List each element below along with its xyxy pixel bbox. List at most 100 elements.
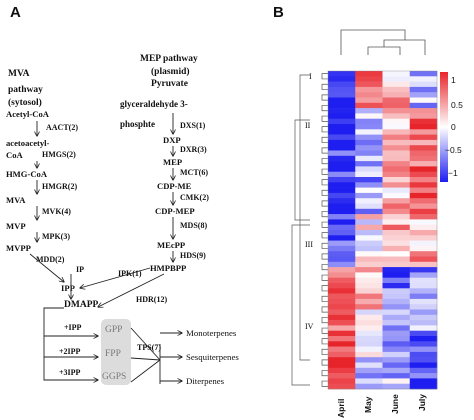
heatmap-cell [409, 76, 438, 82]
tps-bracket-mid [130, 357, 161, 361]
row-dendro-branch [291, 224, 310, 386]
heatmap-cell [355, 261, 383, 268]
product-sesquiterpenes: Sesquiterpenes [186, 352, 239, 362]
heatmap-cell [409, 192, 438, 199]
heatmap-cell [409, 71, 438, 77]
product-diterpenes: Diterpenes [186, 376, 225, 386]
addition-3ipp: +3IPP [59, 368, 81, 377]
heatmap-cell [355, 214, 383, 220]
heatmap-cell [409, 240, 438, 247]
heatmap-cell [382, 277, 411, 284]
heatmap-cell [409, 171, 438, 178]
heatmap-cell [409, 245, 438, 252]
row-dendro-branch [321, 221, 328, 228]
heatmap-cell [409, 378, 438, 384]
heatmap-cell [382, 346, 411, 353]
mva-title: MVA [8, 69, 30, 79]
heatmap-cell [328, 86, 356, 93]
heatmap-cell [409, 351, 438, 358]
colorbar-tick-neg-0-5: −0.5 [445, 145, 462, 155]
heatmap-cell [382, 76, 411, 82]
heatmap-cell [409, 81, 438, 88]
cluster-label-ii: II [305, 121, 311, 130]
heatmap-cell [328, 367, 356, 374]
heatmap-cell [328, 230, 356, 236]
heatmap-cell [409, 166, 438, 172]
heatmap-cell [355, 351, 383, 358]
mva-step-dmapp: DMAPP [64, 300, 99, 310]
heatmap-cell [328, 267, 356, 273]
row-dendro-branch [294, 119, 310, 221]
heatmap-cell [382, 245, 411, 252]
row-dendro-branch [321, 317, 328, 324]
heatmap-cell [409, 92, 438, 98]
mep-step-hmpbpp: HMPBPP [150, 263, 187, 273]
heatmap-cell [409, 118, 438, 125]
enzyme-hds: HDS(9) [180, 251, 206, 260]
heatmap-cell [355, 86, 383, 93]
heatmap-cell [355, 367, 383, 374]
heatmap-cell [355, 124, 383, 130]
heatmap-cells [328, 71, 438, 390]
cluster-label-iv: IV [305, 322, 314, 331]
arrow-hmpbpp-to-ipp [80, 267, 151, 288]
heatmap-cell [355, 171, 383, 178]
heatmap-cell [409, 219, 438, 225]
heatmap-cell [355, 314, 383, 321]
column-label-june: June [390, 394, 400, 414]
heatmap-cell [382, 198, 411, 204]
heatmap-cell [382, 251, 411, 257]
row-dendro-branch [321, 179, 328, 186]
heatmap-cell [355, 81, 383, 88]
heatmap-cell [355, 118, 383, 125]
heatmap-cell [328, 150, 356, 157]
mva-step-mvpp: MVPP [6, 243, 31, 253]
heatmap-cell [409, 208, 438, 215]
heatmap-cell [382, 97, 411, 104]
row-dendro-branch [321, 83, 328, 90]
heatmap-cell [382, 155, 411, 162]
row-dendro-branch [321, 242, 328, 249]
heatmap-cell [409, 161, 438, 167]
heatmap-cell [355, 272, 383, 278]
heatmap-cell [409, 383, 438, 390]
heatmap-cell [382, 336, 411, 342]
heatmap-cell [382, 118, 411, 125]
heatmap-cell [355, 288, 383, 294]
heatmap-cell [355, 139, 383, 146]
heatmap-cell [355, 256, 383, 263]
enzyme-dxr: DXR(3) [180, 145, 207, 154]
heatmap-cell [409, 267, 438, 273]
heatmap-cell [328, 171, 356, 178]
heatmap-cell [382, 293, 411, 300]
heatmap-cell [328, 81, 356, 88]
heatmap-cell [409, 86, 438, 93]
heatmap-cell [328, 198, 356, 204]
row-dendro-branch [321, 359, 328, 366]
mva-step-acetyl-coa: Acetyl-CoA [6, 109, 49, 119]
heatmap-cell [382, 320, 411, 326]
heatmap-cell [355, 192, 383, 199]
heatmap-cell [409, 214, 438, 220]
heatmap-cell [355, 383, 383, 390]
heatmap-cell [328, 245, 356, 252]
row-dendro-branch [321, 380, 328, 387]
heatmap-cell [382, 124, 411, 130]
heatmap-cell [409, 367, 438, 374]
heatmap-cell [382, 325, 411, 331]
heatmap-cell [328, 357, 356, 363]
heatmap-cell [328, 320, 356, 326]
heatmap-cell [328, 351, 356, 358]
colorbar-tick-0-5: 0.5 [451, 100, 463, 110]
arrow-mvpp-to-ipp [29, 253, 64, 282]
heatmap-cell [409, 336, 438, 342]
heatmap-cell [328, 373, 356, 379]
mva-step-coa: CoA [6, 150, 23, 160]
heatmap-cell [328, 97, 356, 104]
heatmap-cell [409, 155, 438, 162]
heatmap-cell [382, 192, 411, 199]
row-dendro-branch [321, 338, 328, 345]
enzyme-hmgr: HMGR(2) [42, 182, 78, 191]
row-dendro-branch [321, 295, 328, 302]
colorbar-tick-neg-1: −1 [448, 168, 458, 178]
